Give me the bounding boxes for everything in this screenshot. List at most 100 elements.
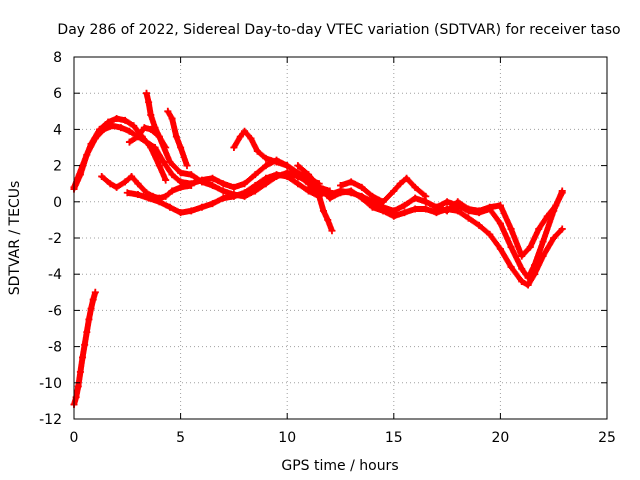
data-point	[134, 133, 142, 141]
data-point	[464, 205, 472, 213]
x-tick-label: 15	[385, 430, 403, 446]
x-tick-label: 10	[278, 430, 296, 446]
data-point	[147, 125, 155, 133]
data-point	[496, 220, 504, 228]
data-point	[422, 198, 430, 206]
data-point	[443, 207, 451, 215]
data-point	[166, 203, 174, 211]
data-point	[187, 171, 195, 179]
data-point	[151, 124, 159, 132]
data-point	[155, 162, 163, 170]
y-tick-label: 8	[53, 50, 62, 66]
y-tick-label: 6	[53, 86, 62, 102]
data-point	[507, 225, 515, 233]
data-point	[496, 201, 504, 209]
data-point	[531, 270, 539, 278]
data-point	[464, 214, 472, 222]
data-point	[198, 203, 206, 211]
series-track-3	[98, 172, 195, 202]
data-point	[411, 205, 419, 213]
data-point	[422, 205, 430, 213]
data-point	[168, 171, 176, 179]
y-tick-label: 2	[53, 159, 62, 175]
data-point	[347, 187, 355, 195]
data-point	[134, 191, 142, 199]
data-point	[177, 183, 185, 191]
data-point	[91, 288, 99, 296]
data-point	[262, 154, 270, 162]
data-point	[535, 225, 543, 233]
data-point	[294, 180, 302, 188]
data-point	[475, 221, 483, 229]
data-point	[123, 189, 131, 197]
data-point	[209, 200, 217, 208]
data-point	[113, 183, 121, 191]
data-point	[251, 171, 259, 179]
data-point	[305, 171, 313, 179]
data-point	[526, 243, 534, 251]
data-point	[219, 194, 227, 202]
data-point	[230, 144, 238, 151]
data-point	[454, 207, 462, 215]
data-point	[76, 368, 84, 376]
data-point	[539, 238, 547, 246]
data-point	[113, 115, 121, 123]
y-tick-label: -6	[48, 303, 62, 319]
data-point	[177, 209, 185, 217]
series-markers	[305, 184, 565, 281]
data-point	[74, 382, 82, 390]
data-point	[125, 138, 133, 146]
data-point	[241, 192, 249, 200]
data-point	[147, 111, 155, 119]
data-point	[337, 189, 344, 197]
data-point	[326, 194, 334, 202]
data-point	[247, 134, 255, 142]
data-point	[315, 192, 323, 200]
data-point	[396, 180, 404, 188]
data-point	[209, 182, 217, 190]
data-point	[400, 201, 408, 209]
data-point	[262, 162, 270, 170]
series-track-11	[337, 174, 430, 206]
data-point	[121, 116, 129, 124]
data-point	[106, 180, 114, 188]
data-point	[273, 158, 281, 166]
series-track-13	[315, 192, 336, 235]
series-track-12	[422, 189, 566, 260]
data-point	[432, 203, 440, 211]
data-point	[219, 180, 227, 188]
data-point	[368, 203, 376, 211]
y-tick-label: -10	[39, 376, 62, 392]
data-point	[177, 169, 185, 177]
data-point	[147, 144, 155, 151]
data-point	[162, 192, 170, 200]
data-point	[328, 227, 336, 235]
data-point	[155, 198, 163, 206]
data-point	[390, 187, 398, 195]
data-point	[558, 189, 566, 197]
chart-title: Day 286 of 2022, Sidereal Day-to-day VTE…	[57, 22, 620, 38]
x-tick-label: 25	[598, 430, 616, 446]
data-point	[337, 182, 344, 190]
data-point	[241, 180, 249, 188]
data-point	[219, 187, 227, 195]
data-point	[142, 89, 150, 97]
axis-ticks: 0 5 10 15 20 25 -12 -10 -8 -6 -4 -2 0 2 4 6 8	[39, 50, 616, 446]
series-track-14	[70, 288, 99, 409]
plot-frame	[73, 56, 608, 420]
data-point	[81, 341, 89, 349]
data-point	[209, 174, 217, 182]
data-point	[411, 183, 419, 191]
data-point	[507, 263, 515, 271]
data-point	[168, 115, 176, 123]
data-point	[164, 107, 172, 115]
data-point	[98, 172, 106, 180]
x-axis-label: GPS time / hours	[281, 458, 398, 474]
data-point	[230, 183, 238, 191]
data-point	[443, 198, 451, 206]
data-point	[128, 172, 136, 180]
data-point	[518, 252, 526, 260]
y-tick-label: 0	[53, 195, 62, 211]
y-axis-label: SDTVAR / TECUs	[7, 181, 23, 296]
